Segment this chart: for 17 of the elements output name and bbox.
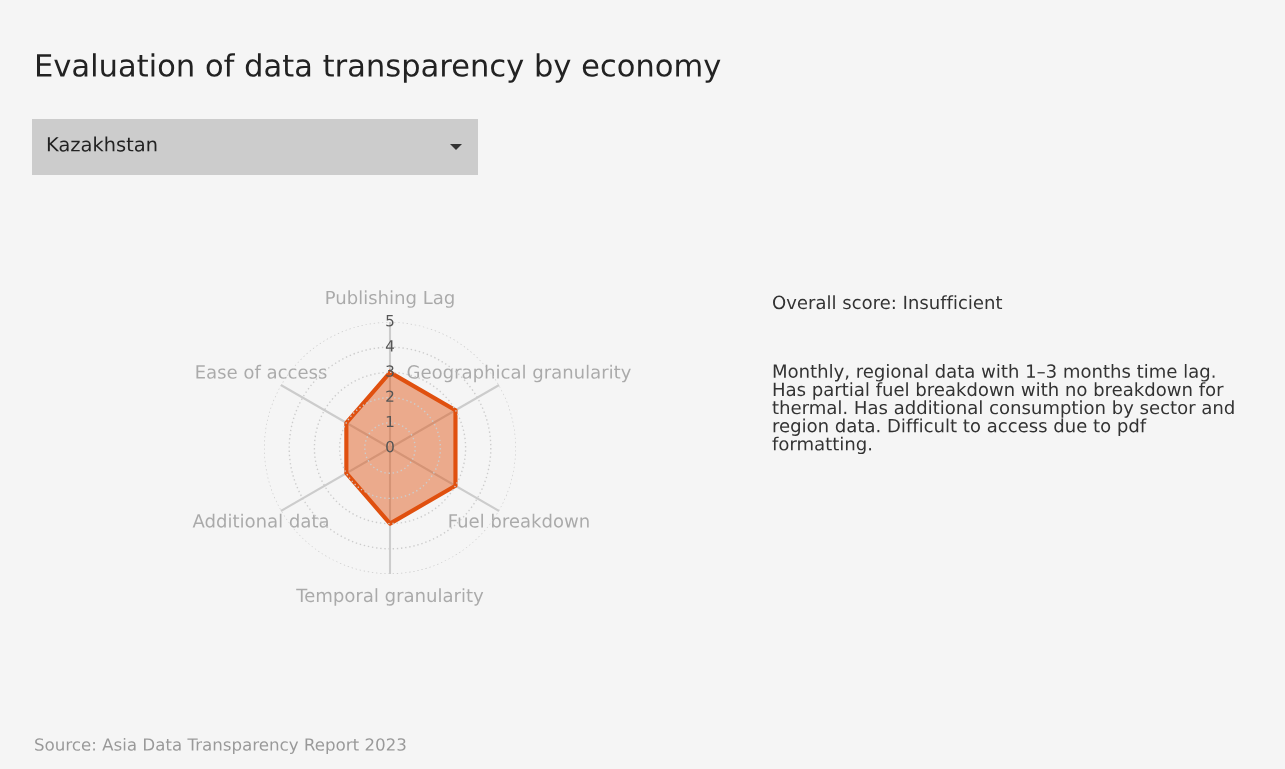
y-tick-label: 1 [386, 415, 394, 428]
spoke-label: Geographical granularity [407, 364, 631, 383]
y-tick-label: 4 [385, 340, 394, 352]
spoke-label: Ease of access [196, 364, 327, 379]
y-tick-label: 5 [386, 315, 394, 327]
source-note: Source: Asia Data Transparency Report 2023 [35, 737, 406, 755]
spoke-label: Fuel breakdown [449, 513, 589, 528]
text: Monthly, regional data with 1–3 months time lag. Has partial fuel breakdown with no breakdown for thermal. Has additional consumption by sector and region data. Difficult to access due to pdf formatting. [772, 364, 1234, 455]
text: Overall score: Insufficient [773, 295, 1003, 310]
y-tick-label: 2 [386, 390, 394, 402]
spoke-label: Additional data [192, 513, 328, 528]
chart-title: Evaluation of data transparency by economy [37, 53, 721, 83]
spoke-label: Temporal granularity [296, 588, 484, 606]
y-tick-label: 3 [386, 365, 394, 377]
spoke-label: Publishing Lag [326, 290, 454, 308]
y-tick-label: 0 [386, 440, 394, 453]
text: Kazakhstan [47, 136, 157, 152]
